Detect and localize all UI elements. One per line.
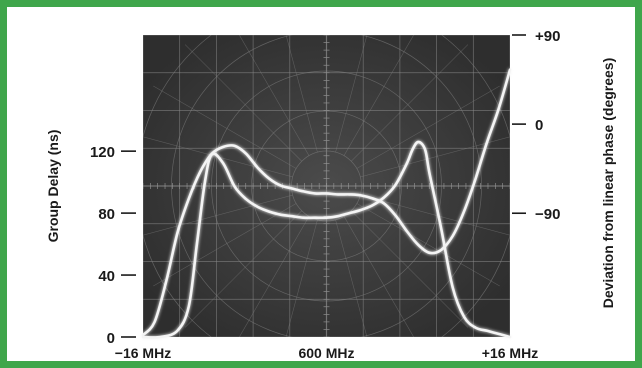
polar-spoke [143, 194, 293, 236]
polar-spoke [343, 35, 415, 156]
polar-spoke [153, 203, 297, 287]
tick-labels: 0 40 80 120 +90 0 −90 −16 MHz 600 MHz +16 MHz [90, 28, 560, 361]
phase-deviation-trace [141, 68, 512, 337]
polar-spoke [360, 136, 510, 178]
polar-spoke [335, 219, 368, 337]
y-left-tick-label: 120 [90, 144, 115, 161]
x-tick-label: 600 MHz [298, 345, 354, 361]
polar-spoke [356, 85, 500, 169]
polar-spoke [356, 203, 500, 287]
x-tick-label: −16 MHz [115, 345, 171, 361]
polar-spoke [285, 35, 318, 153]
y-right-tick-label: +90 [535, 28, 560, 45]
polar-spoke [351, 44, 469, 162]
polar-spoke [238, 216, 310, 337]
polar-spoke [351, 210, 469, 328]
series-layer [141, 68, 512, 339]
polar-spoke [238, 35, 310, 156]
y-right-tick-label: 0 [535, 117, 543, 134]
y-left-tick-label: 80 [98, 206, 115, 223]
x-tick-label: +16 MHz [482, 345, 538, 361]
polar-spoke [143, 136, 293, 178]
polar-spoke [184, 210, 302, 328]
polar-spoke [285, 219, 318, 337]
y-left-tick-label: 0 [107, 330, 115, 347]
polar-spoke [335, 35, 368, 153]
polar-spoke [343, 216, 415, 337]
axis-ticks [121, 34, 526, 338]
graticule [143, 35, 510, 337]
y-right-tick-label: −90 [535, 206, 560, 223]
y-left-tick-label: 40 [98, 268, 115, 285]
polar-spoke [153, 85, 297, 169]
y-left-axis-label: Group Delay (ns) [45, 130, 61, 243]
polar-spoke [184, 44, 302, 162]
y-right-axis-label: Deviation from linear phase (degrees) [600, 58, 616, 309]
